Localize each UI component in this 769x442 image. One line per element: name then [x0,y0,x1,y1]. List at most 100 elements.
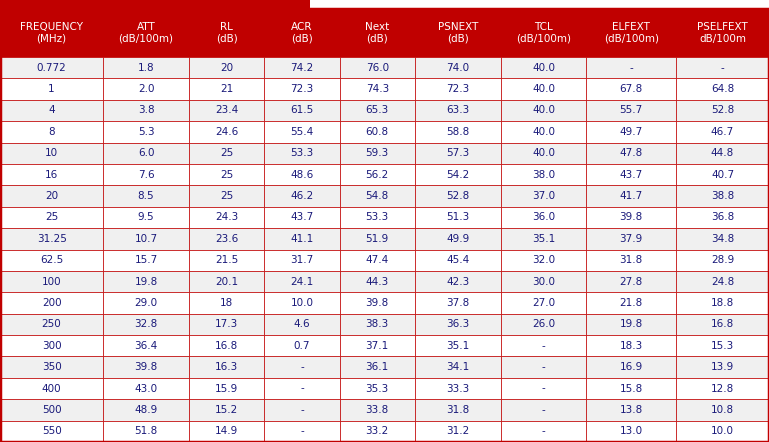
Bar [340,314,415,335]
Bar [265,249,340,271]
Text: 63.3: 63.3 [446,106,469,115]
Bar [189,185,265,207]
Bar [103,121,189,143]
Bar [415,335,501,356]
Text: 25: 25 [45,213,58,222]
Text: 37.9: 37.9 [620,234,643,244]
Text: 24.3: 24.3 [215,213,238,222]
Bar [0,164,103,185]
Text: 18.3: 18.3 [620,341,643,351]
Bar [340,228,415,249]
Bar [586,335,676,356]
Text: 46.2: 46.2 [291,191,314,201]
Text: 55.4: 55.4 [291,127,314,137]
Bar [586,378,676,399]
Bar [340,207,415,228]
Bar [340,121,415,143]
Bar [189,378,265,399]
Text: 42.3: 42.3 [446,277,469,286]
Bar [676,121,769,143]
Bar [586,143,676,164]
Bar [265,143,340,164]
Bar [501,271,586,292]
Bar [676,378,769,399]
Text: RL
(dB): RL (dB) [215,22,238,44]
Text: 15.7: 15.7 [135,255,158,265]
Bar [415,143,501,164]
Text: 0.772: 0.772 [37,63,66,72]
Text: PSNEXT
(dB): PSNEXT (dB) [438,22,478,44]
Bar [340,9,415,57]
Bar [501,292,586,314]
Text: -: - [541,405,545,415]
Text: 48.9: 48.9 [135,405,158,415]
Bar [265,9,340,57]
Text: 32.8: 32.8 [135,320,158,329]
Bar [676,335,769,356]
Bar [415,249,501,271]
Text: -: - [629,63,633,72]
Bar [415,356,501,378]
Text: -: - [300,384,304,393]
Bar [189,207,265,228]
Bar [586,228,676,249]
Bar [501,164,586,185]
Bar [103,421,189,442]
Text: 60.8: 60.8 [366,127,389,137]
Bar [676,9,769,57]
Text: 62.5: 62.5 [40,255,63,265]
Text: 10.8: 10.8 [711,405,734,415]
Bar [586,421,676,442]
Bar [103,185,189,207]
Text: 24.8: 24.8 [711,277,734,286]
Text: 64.8: 64.8 [711,84,734,94]
Text: 400: 400 [42,384,62,393]
Bar [586,314,676,335]
Text: 40.0: 40.0 [532,148,555,158]
Bar [189,9,265,57]
Bar [676,100,769,121]
Bar [676,292,769,314]
Bar [501,57,586,78]
Text: 350: 350 [42,362,62,372]
Bar [415,207,501,228]
Text: 72.3: 72.3 [446,84,469,94]
Text: 9.5: 9.5 [138,213,155,222]
Bar [415,292,501,314]
Text: 40.0: 40.0 [532,106,555,115]
Bar [0,335,103,356]
Text: 13.9: 13.9 [711,362,734,372]
Bar [0,121,103,143]
Text: 16.8: 16.8 [215,341,238,351]
Text: -: - [300,362,304,372]
Text: FREQUENCY
(MHz): FREQUENCY (MHz) [20,22,83,44]
Bar [0,271,103,292]
Text: 31.2: 31.2 [446,426,469,436]
Text: 39.8: 39.8 [620,213,643,222]
Bar [103,249,189,271]
Text: ELFEXT
(dB/100m): ELFEXT (dB/100m) [604,22,659,44]
Bar [501,100,586,121]
Bar [415,185,501,207]
Text: 35.1: 35.1 [446,341,469,351]
Text: 25: 25 [220,170,233,179]
Text: 27.0: 27.0 [532,298,555,308]
Bar [340,292,415,314]
Text: 24.6: 24.6 [215,127,238,137]
Bar [189,271,265,292]
Text: 37.1: 37.1 [365,341,389,351]
Text: 31.7: 31.7 [291,255,314,265]
Bar [501,356,586,378]
Bar [0,9,103,57]
Bar [265,100,340,121]
Bar [103,228,189,249]
Bar [415,271,501,292]
Text: 57.3: 57.3 [446,148,469,158]
Bar [265,164,340,185]
Text: 15.9: 15.9 [215,384,238,393]
Text: 59.3: 59.3 [365,148,389,158]
Bar [265,314,340,335]
Text: 37.0: 37.0 [532,191,555,201]
Bar [103,271,189,292]
Text: 44.8: 44.8 [711,148,734,158]
